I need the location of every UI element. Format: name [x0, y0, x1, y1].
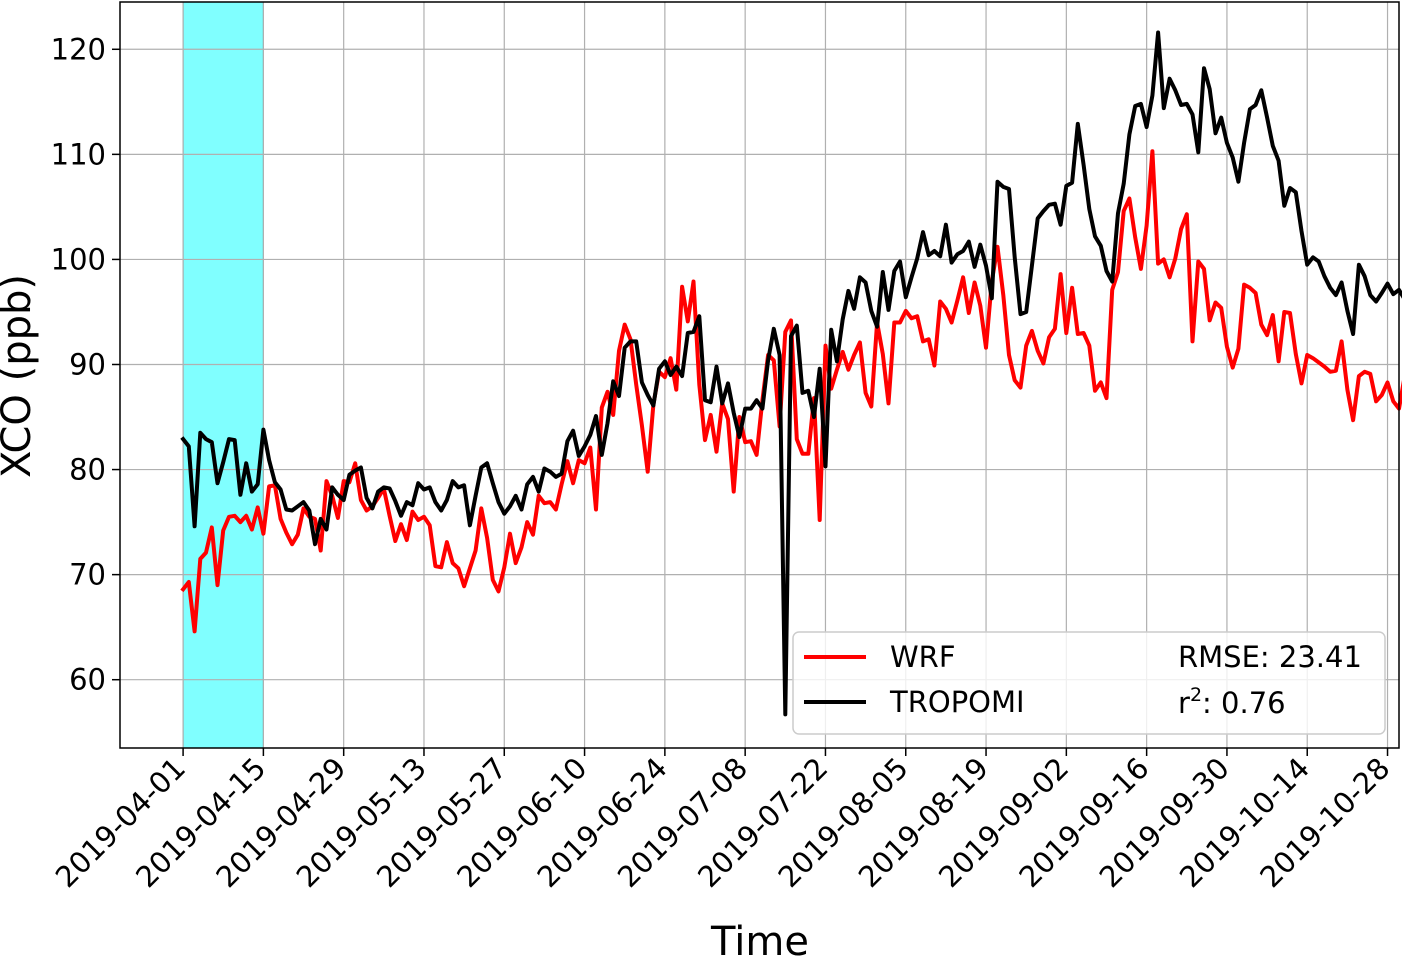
y-tick-label: 90: [69, 347, 106, 381]
legend-rmse: RMSE: 23.41: [1178, 640, 1362, 674]
legend: WRF TROPOMI RMSE: 23.41 r2: 0.76: [792, 631, 1386, 735]
series-line-tropomi: [180, 30, 1402, 717]
series-layer: [180, 30, 1402, 717]
legend-label-tropomi: TROPOMI: [889, 685, 1025, 719]
y-tick-label: 120: [51, 32, 106, 66]
y-tick-label: 80: [69, 453, 106, 487]
y-axis-label: XCO (ppb): [0, 274, 40, 478]
grid-lines: [120, 2, 1399, 748]
legend-box: [792, 631, 1386, 735]
legend-label-wrf: WRF: [890, 640, 956, 674]
y-tick-label: 60: [69, 663, 106, 697]
series-line-wrf: [180, 149, 1402, 634]
y-tick-label: 70: [69, 558, 106, 592]
y-axis: 60 70 80 90 100 110 120: [51, 32, 120, 697]
plot-frame: [119, 1, 1400, 749]
highlight-span: [182, 1, 264, 749]
legend-r2: r2: 0.76: [1178, 684, 1286, 720]
y-tick-label: 100: [51, 242, 106, 276]
y-tick-label: 110: [51, 137, 106, 171]
x-axis-label: Time: [710, 919, 809, 957]
